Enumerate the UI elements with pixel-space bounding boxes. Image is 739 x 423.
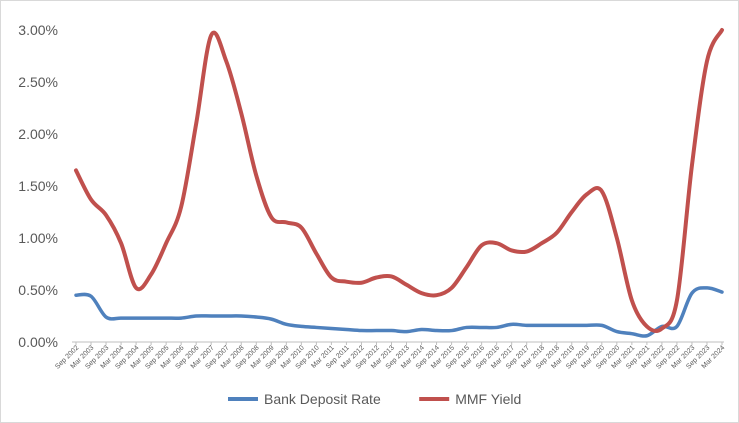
series-line-bank-deposit-rate <box>74 286 724 338</box>
y-tick-label: 2.50% <box>18 74 58 90</box>
y-tick-label: 1.50% <box>18 178 58 194</box>
legend-label-bank-deposit-rate: Bank Deposit Rate <box>264 391 381 407</box>
legend: Bank Deposit Rate MMF Yield <box>228 391 521 407</box>
y-axis: 0.00% 0.50% 1.00% 1.50% 2.00% 2.50% 3.00% <box>18 22 58 350</box>
y-tick-label: 3.00% <box>18 22 58 38</box>
series-layer <box>74 28 724 338</box>
y-tick-label: 1.00% <box>18 230 58 246</box>
series-line-mmf-yield <box>74 28 724 333</box>
y-tick-label: 2.00% <box>18 126 58 142</box>
y-tick-label: 0.50% <box>18 282 58 298</box>
legend-label-mmf-yield: MMF Yield <box>455 391 521 407</box>
y-tick-label: 0.00% <box>18 334 58 350</box>
